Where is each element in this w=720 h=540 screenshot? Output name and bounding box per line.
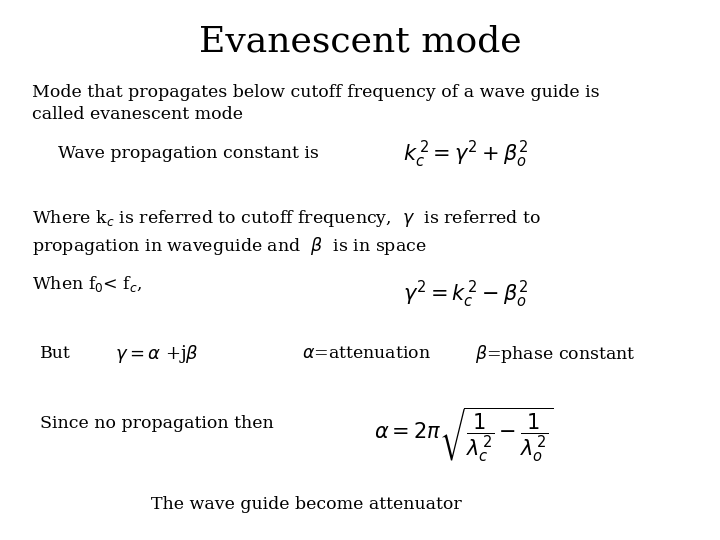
Text: Wave propagation constant is: Wave propagation constant is [58, 145, 318, 163]
Text: $\gamma = \alpha$ +j$\beta$: $\gamma = \alpha$ +j$\beta$ [115, 343, 199, 364]
Text: But: But [40, 345, 71, 362]
Text: Evanescent mode: Evanescent mode [199, 24, 521, 58]
Text: The wave guide become attenuator: The wave guide become attenuator [151, 496, 462, 514]
Text: $\gamma^{2} = k_c^{\,2} - \beta_o^{2}$: $\gamma^{2} = k_c^{\,2} - \beta_o^{2}$ [403, 279, 528, 310]
Text: $\alpha = 2\pi\sqrt{\dfrac{1}{\lambda_c^{\,2}} - \dfrac{1}{\lambda_o^{\,2}}}$: $\alpha = 2\pi\sqrt{\dfrac{1}{\lambda_c^… [374, 406, 554, 464]
Text: $k_c^{\,2} = \gamma^{2} + \beta_o^{2}$: $k_c^{\,2} = \gamma^{2} + \beta_o^{2}$ [403, 138, 528, 170]
Text: $\alpha$=attenuation: $\alpha$=attenuation [302, 345, 431, 362]
Text: Where k$_c$ is referred to cutoff frequency,  $\gamma$  is referred to
propagati: Where k$_c$ is referred to cutoff freque… [32, 208, 541, 257]
Text: $\beta$=phase constant: $\beta$=phase constant [475, 343, 636, 364]
Text: When f$_0$< f$_c$,: When f$_0$< f$_c$, [32, 273, 143, 294]
Text: Since no propagation then: Since no propagation then [40, 415, 274, 433]
Text: Mode that propagates below cutoff frequency of a wave guide is
called evanescent: Mode that propagates below cutoff freque… [32, 84, 600, 123]
